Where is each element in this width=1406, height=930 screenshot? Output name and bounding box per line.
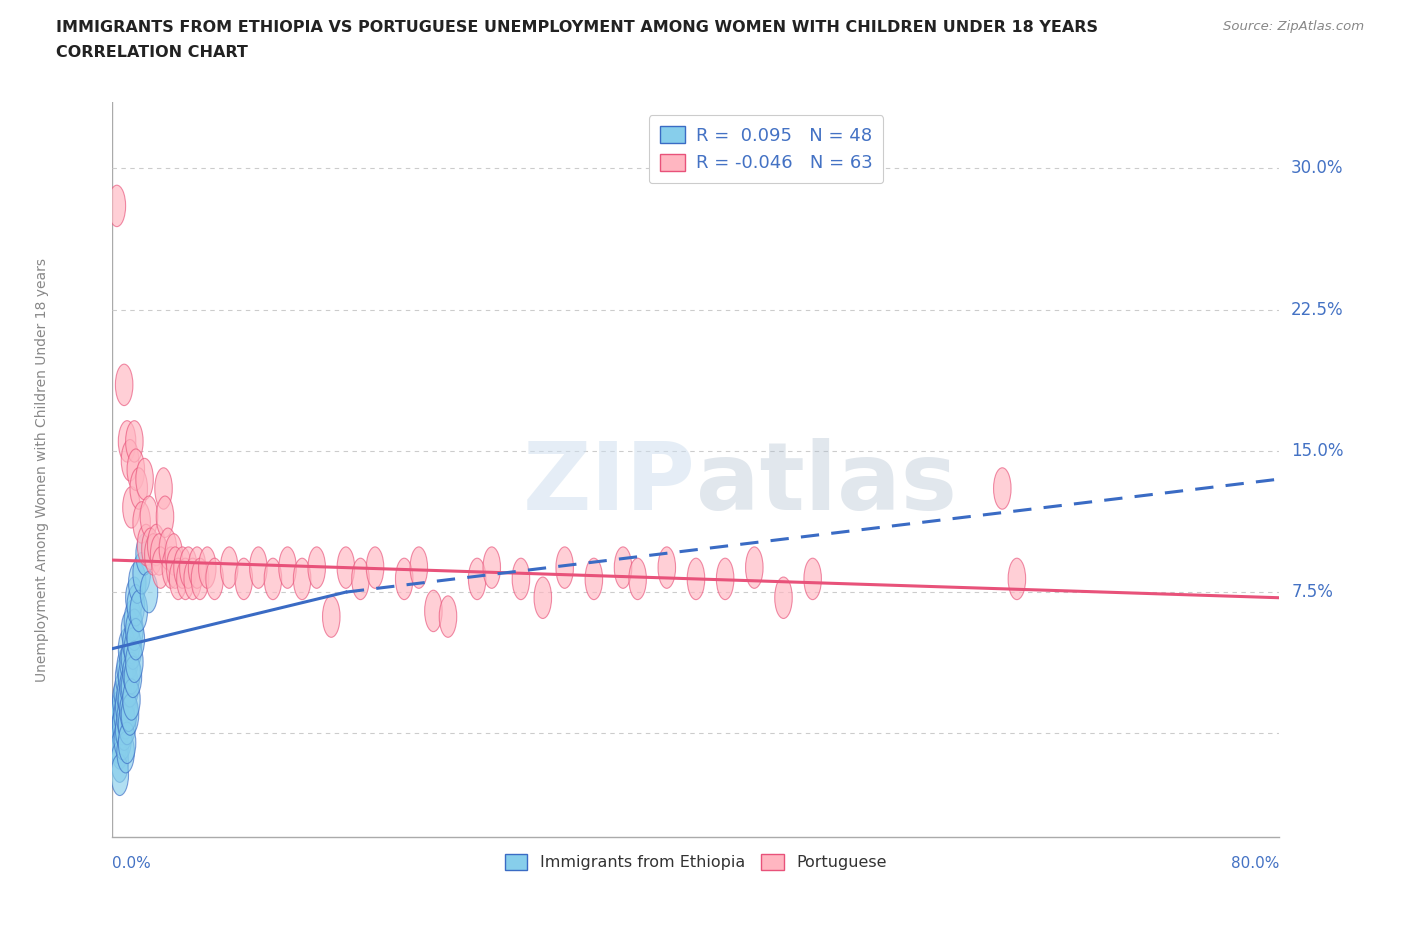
Text: Source: ZipAtlas.com: Source: ZipAtlas.com	[1223, 20, 1364, 33]
Text: Unemployment Among Women with Children Under 18 years: Unemployment Among Women with Children U…	[35, 258, 49, 682]
Text: 22.5%: 22.5%	[1291, 300, 1344, 318]
Text: atlas: atlas	[696, 438, 957, 530]
Text: ZIP: ZIP	[523, 438, 696, 530]
Text: 0.0%: 0.0%	[112, 856, 152, 870]
Text: IMMIGRANTS FROM ETHIOPIA VS PORTUGUESE UNEMPLOYMENT AMONG WOMEN WITH CHILDREN UN: IMMIGRANTS FROM ETHIOPIA VS PORTUGUESE U…	[56, 20, 1098, 35]
Text: 30.0%: 30.0%	[1291, 159, 1344, 178]
Text: 80.0%: 80.0%	[1232, 856, 1279, 870]
Text: CORRELATION CHART: CORRELATION CHART	[56, 45, 247, 60]
Text: 7.5%: 7.5%	[1291, 583, 1333, 601]
Legend: Immigrants from Ethiopia, Portuguese: Immigrants from Ethiopia, Portuguese	[499, 848, 893, 877]
Text: 15.0%: 15.0%	[1291, 442, 1344, 459]
